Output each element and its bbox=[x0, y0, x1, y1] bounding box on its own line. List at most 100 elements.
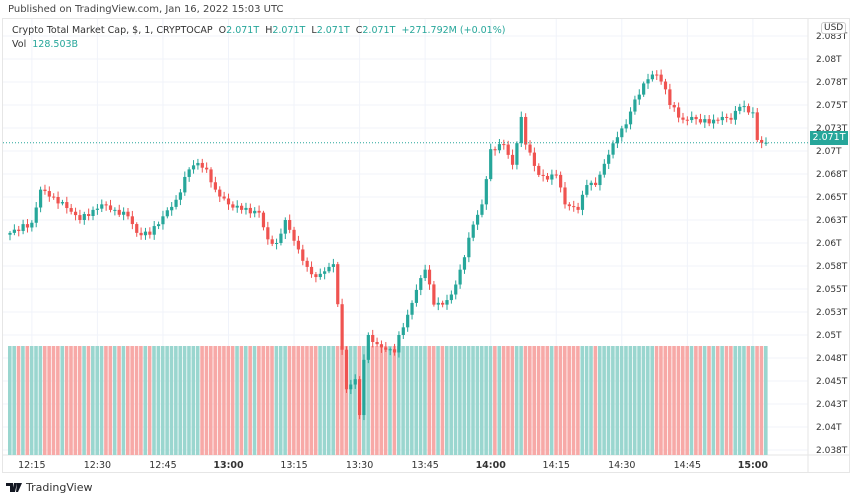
chart-frame bbox=[2, 18, 850, 473]
candle-body bbox=[235, 205, 239, 208]
volume-bar bbox=[322, 346, 327, 455]
candle-body bbox=[489, 149, 493, 180]
y-tick-label: 2.078T bbox=[816, 78, 848, 88]
volume-bar bbox=[676, 346, 681, 455]
symbol-legend: Crypto Total Market Cap, $, 1, CRYPTOCAP… bbox=[12, 25, 505, 36]
volume-bar bbox=[746, 346, 751, 455]
volume-bar bbox=[174, 346, 178, 455]
candle-body bbox=[257, 210, 261, 213]
volume-bar bbox=[554, 346, 558, 455]
candle-body bbox=[624, 124, 628, 129]
volume-bar bbox=[549, 346, 554, 455]
low-value: 2.071T bbox=[316, 25, 350, 36]
candle-body bbox=[598, 174, 602, 186]
volume-bar bbox=[21, 346, 25, 455]
volume-bar bbox=[239, 346, 244, 455]
candle-body bbox=[659, 74, 663, 82]
volume-bar bbox=[602, 346, 606, 455]
volume-bar bbox=[558, 346, 563, 455]
volume-bar bbox=[532, 346, 536, 455]
candle-body bbox=[441, 302, 445, 305]
candle-body bbox=[751, 112, 755, 114]
volume-bar bbox=[519, 346, 523, 455]
volume-bar bbox=[95, 346, 99, 455]
candle-body bbox=[170, 206, 174, 211]
volume-bar bbox=[628, 346, 633, 455]
candle-body bbox=[550, 174, 554, 180]
candle-body bbox=[690, 116, 694, 121]
y-tick-label: 2.053T bbox=[816, 308, 848, 318]
candle-body bbox=[384, 347, 388, 350]
brand-name: TradingView bbox=[26, 481, 93, 494]
volume-bar bbox=[292, 346, 296, 455]
candle-body bbox=[392, 349, 397, 353]
volume-bar bbox=[589, 346, 593, 455]
volume-bar bbox=[25, 346, 30, 455]
tradingview-logo[interactable]: TradingView bbox=[6, 481, 92, 494]
candle-body bbox=[69, 208, 73, 212]
candle-body bbox=[331, 264, 335, 267]
candle-body bbox=[126, 211, 130, 217]
candle-body bbox=[510, 154, 515, 165]
volume-bar bbox=[47, 346, 51, 455]
candle-body bbox=[567, 204, 571, 207]
candle-body bbox=[650, 74, 654, 80]
volume-bar bbox=[458, 346, 462, 455]
candle-body bbox=[524, 116, 528, 145]
volume-bar bbox=[331, 346, 335, 455]
candle-body bbox=[572, 206, 576, 208]
x-tick-label: 13:30 bbox=[346, 460, 373, 471]
volume-bar bbox=[405, 346, 410, 455]
candle-body bbox=[222, 196, 226, 199]
candle-body bbox=[117, 209, 121, 215]
candle-body bbox=[410, 302, 414, 315]
volume-bar bbox=[305, 346, 309, 455]
volume-bar bbox=[514, 346, 519, 455]
volume-bar bbox=[91, 346, 95, 455]
candle-body bbox=[642, 83, 646, 95]
candle-body bbox=[270, 239, 274, 244]
candle-body bbox=[143, 231, 148, 236]
volume-bar bbox=[117, 346, 121, 455]
candle-body bbox=[698, 119, 703, 123]
candle-body bbox=[358, 379, 362, 416]
volume-bar bbox=[650, 346, 654, 455]
candle-body bbox=[205, 167, 209, 170]
candle-body bbox=[628, 111, 633, 125]
volume-bar bbox=[567, 346, 571, 455]
volume-bar bbox=[523, 346, 528, 455]
tradingview-logo-icon bbox=[6, 482, 22, 492]
x-tick-label: 12:15 bbox=[18, 460, 45, 471]
candle-body bbox=[436, 302, 440, 305]
candle-body bbox=[467, 237, 471, 258]
volume-bar bbox=[733, 346, 738, 455]
volume-bar bbox=[296, 346, 301, 455]
volume-bar bbox=[99, 346, 104, 455]
volume-bar bbox=[204, 346, 209, 455]
volume-bar bbox=[672, 346, 676, 455]
y-tick-label: 2.063T bbox=[816, 216, 848, 226]
volume-bar bbox=[56, 346, 60, 455]
currency-badge[interactable]: USD bbox=[821, 22, 847, 34]
volume-bar bbox=[427, 346, 432, 455]
volume-bar bbox=[309, 346, 314, 455]
volume-bar bbox=[165, 346, 169, 455]
candle-body bbox=[240, 205, 244, 210]
volume-legend: Vol 128.503B bbox=[12, 39, 78, 50]
close-value: 2.071T bbox=[362, 25, 396, 36]
candle-body bbox=[746, 106, 751, 113]
candle-body bbox=[82, 214, 86, 220]
volume-bar bbox=[182, 346, 187, 455]
volume-value: 128.503B bbox=[32, 39, 79, 50]
volume-bar bbox=[571, 346, 576, 455]
x-tick-label: 14:00 bbox=[476, 460, 507, 471]
volume-bar bbox=[750, 346, 755, 455]
volume-bar bbox=[335, 346, 340, 455]
candle-body bbox=[43, 189, 47, 192]
volume-bar bbox=[593, 346, 598, 455]
volume-bar bbox=[440, 346, 445, 455]
candle-body bbox=[755, 112, 759, 140]
volume-bar bbox=[576, 346, 580, 455]
candle-body bbox=[528, 144, 532, 153]
